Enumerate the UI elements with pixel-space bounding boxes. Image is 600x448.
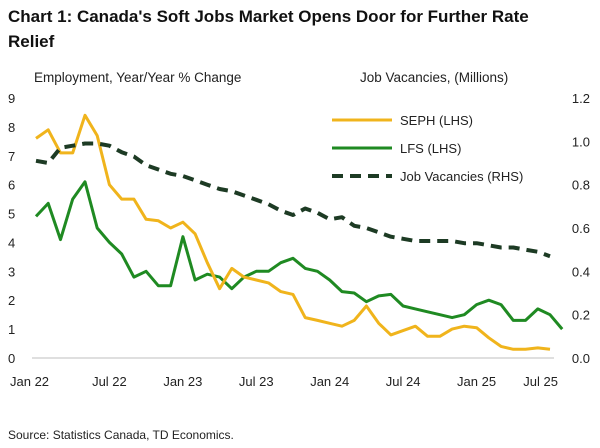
right-tick-label: 0.0 (572, 351, 590, 366)
x-tick-label: Jul 23 (239, 374, 274, 389)
right-tick-label: 0.8 (572, 178, 590, 193)
x-tick-label: Jul 22 (92, 374, 127, 389)
x-axis-ticks: Jan 22 Jul 22 Jan 23 Jul 23 Jan 24 Jul 24 Jan … (10, 374, 558, 389)
legend-label: LFS (LHS) (400, 141, 461, 156)
left-tick-label: 0 (8, 351, 15, 366)
series-line-lfs-lhs (34, 180, 564, 331)
left-tick-label: 4 (8, 235, 15, 250)
series-line-seph-lhs (35, 113, 551, 351)
right-tick-label: 1.2 (572, 91, 590, 106)
x-tick-label: Jan 23 (163, 374, 202, 389)
x-tick-label: Jan 25 (457, 374, 496, 389)
series-line-job-vacancies-rhs (35, 141, 551, 259)
left-tick-label: 5 (8, 207, 15, 222)
left-tick-label: 9 (8, 91, 15, 106)
x-tick-label: Jan 24 (310, 374, 349, 389)
x-tick-label: Jan 22 (10, 374, 49, 389)
source-note: Source: Statistics Canada, TD Economics. (8, 428, 234, 442)
right-axis-label: Job Vacancies, (Millions) (360, 70, 509, 85)
x-tick-label: Jul 24 (386, 374, 421, 389)
legend: SEPH (LHS) LFS (LHS) Job Vacancies (RHS) (332, 113, 523, 184)
left-tick-label: 1 (8, 322, 15, 337)
left-tick-label: 3 (8, 264, 15, 279)
right-tick-label: 1.0 (572, 134, 590, 149)
left-tick-label: 7 (8, 149, 15, 164)
right-tick-label: 0.2 (572, 308, 590, 323)
left-tick-label: 2 (8, 293, 15, 308)
legend-label: Job Vacancies (RHS) (400, 169, 523, 184)
left-axis-ticks: 0 1 2 3 4 5 6 7 8 9 (8, 91, 15, 366)
right-axis-ticks: 0.0 0.2 0.4 0.6 0.8 1.0 1.2 (572, 91, 590, 366)
left-axis-label: Employment, Year/Year % Change (34, 70, 242, 85)
legend-label: SEPH (LHS) (400, 113, 473, 128)
right-tick-label: 0.4 (572, 264, 590, 279)
chart-title: Chart 1: Canada's Soft Jobs Market Opens… (8, 7, 529, 51)
left-tick-label: 8 (8, 120, 15, 135)
right-tick-label: 0.6 (572, 221, 590, 236)
x-tick-label: Jul 25 (523, 374, 558, 389)
left-tick-label: 6 (8, 178, 15, 193)
series-layer (34, 113, 564, 351)
